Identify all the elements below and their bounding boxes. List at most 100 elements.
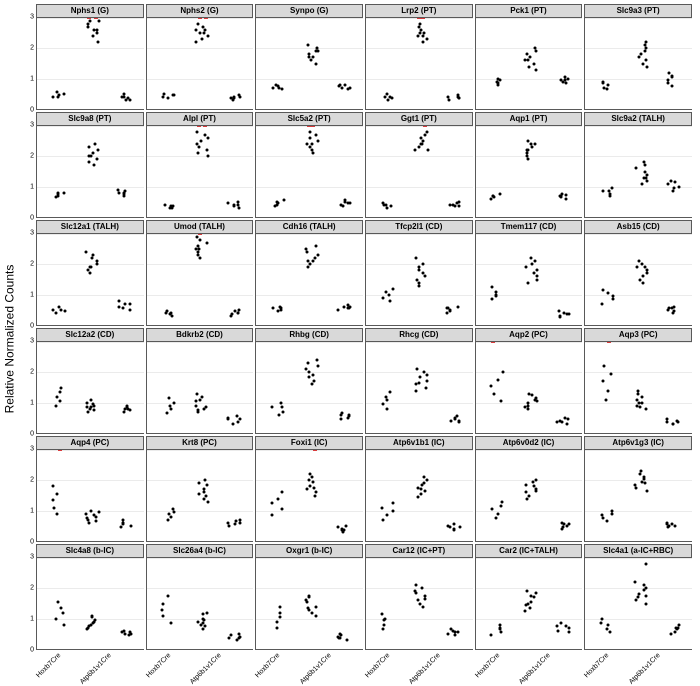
data-point — [446, 307, 449, 310]
data-point — [501, 371, 504, 374]
x-tick-label: Hoxb7Cre — [364, 652, 391, 679]
data-point — [55, 617, 58, 620]
data-point — [58, 391, 61, 394]
data-point — [642, 281, 645, 284]
data-point — [382, 403, 385, 406]
data-point — [166, 412, 169, 415]
y-axis-label: Relative Normalized Counts — [2, 265, 16, 414]
panel: Foxi1 (IC) — [255, 436, 363, 542]
data-point — [558, 310, 561, 313]
data-point — [421, 587, 424, 590]
data-point — [86, 410, 89, 413]
data-point — [665, 418, 668, 421]
plot-area — [365, 342, 473, 434]
data-point — [173, 401, 176, 404]
outlier-point — [491, 342, 495, 343]
data-point — [424, 275, 427, 278]
data-point — [312, 480, 315, 483]
data-point — [88, 146, 91, 149]
data-point — [55, 196, 58, 199]
data-point — [563, 76, 566, 79]
data-point — [668, 71, 671, 74]
data-point — [87, 155, 90, 158]
panel: Tfcp2l1 (CD) — [365, 220, 473, 326]
data-point — [424, 386, 427, 389]
data-point — [422, 482, 425, 485]
data-point — [645, 179, 648, 182]
y-tick-label: 0 — [30, 107, 34, 114]
data-point — [275, 620, 278, 623]
plot-area — [584, 234, 692, 326]
data-point — [498, 628, 501, 631]
data-point — [643, 482, 646, 485]
data-point — [279, 611, 282, 614]
data-point — [601, 82, 604, 85]
data-point — [308, 479, 311, 482]
data-point — [55, 395, 58, 398]
data-point — [86, 518, 89, 521]
x-tick-label: Hoxb7Cre — [145, 652, 172, 679]
data-point — [194, 404, 197, 407]
panel: Aqp4 (PC) — [36, 436, 144, 542]
data-point — [276, 497, 279, 500]
data-point — [305, 248, 308, 251]
data-point — [524, 604, 527, 607]
data-point — [644, 41, 647, 44]
data-point — [670, 632, 673, 635]
data-point — [280, 401, 283, 404]
data-point — [533, 272, 536, 275]
panel: Aqp2 (PC) — [475, 328, 583, 434]
data-point — [608, 631, 611, 634]
data-point — [556, 629, 559, 632]
data-point — [417, 381, 420, 384]
panel: Synpo (G) — [255, 4, 363, 110]
data-point — [640, 263, 643, 266]
outlier-point — [198, 18, 202, 19]
data-point — [527, 59, 530, 62]
outlier-point — [203, 126, 207, 127]
data-point — [418, 32, 421, 35]
data-point — [206, 35, 209, 38]
data-point — [274, 205, 277, 208]
data-point — [169, 407, 172, 410]
panel-grid: Nphs1 (G)Nphs2 (G)Synpo (G)Lrp2 (PT)Pck1… — [36, 4, 692, 650]
data-point — [635, 486, 638, 489]
panel-title: Pck1 (PT) — [475, 4, 583, 18]
data-point — [237, 200, 240, 203]
data-point — [310, 476, 313, 479]
data-point — [195, 131, 198, 134]
data-point — [344, 199, 347, 202]
data-point — [194, 248, 197, 251]
data-point — [197, 482, 200, 485]
data-point — [526, 281, 529, 284]
panel-title: Slc26a4 (b-IC) — [146, 544, 254, 558]
data-point — [85, 406, 88, 409]
data-point — [458, 421, 461, 424]
data-point — [669, 179, 672, 182]
x-tick-label: Hoxb7Cre — [584, 652, 611, 679]
data-point — [666, 421, 669, 424]
outlier-point — [313, 450, 317, 451]
data-point — [417, 486, 420, 489]
data-point — [63, 310, 66, 313]
data-point — [634, 167, 637, 170]
outlier-point — [607, 342, 611, 343]
data-point — [281, 88, 284, 91]
panel-title: Cdh16 (TALH) — [255, 220, 363, 234]
data-point — [344, 83, 347, 86]
data-point — [272, 307, 275, 310]
data-point — [639, 406, 642, 409]
panel-title: Slc4a8 (b-IC) — [36, 544, 144, 558]
data-point — [92, 620, 95, 623]
data-point — [637, 596, 640, 599]
x-tick-label: Hoxb7Cre — [255, 652, 282, 679]
data-point — [559, 419, 562, 422]
data-point — [275, 83, 278, 86]
data-point — [167, 518, 170, 521]
plot-area — [475, 234, 583, 326]
y-tick-label: 1 — [30, 400, 34, 407]
data-point — [200, 140, 203, 143]
y-tick-label: 3 — [30, 230, 34, 237]
data-point — [307, 266, 310, 269]
data-point — [457, 205, 460, 208]
